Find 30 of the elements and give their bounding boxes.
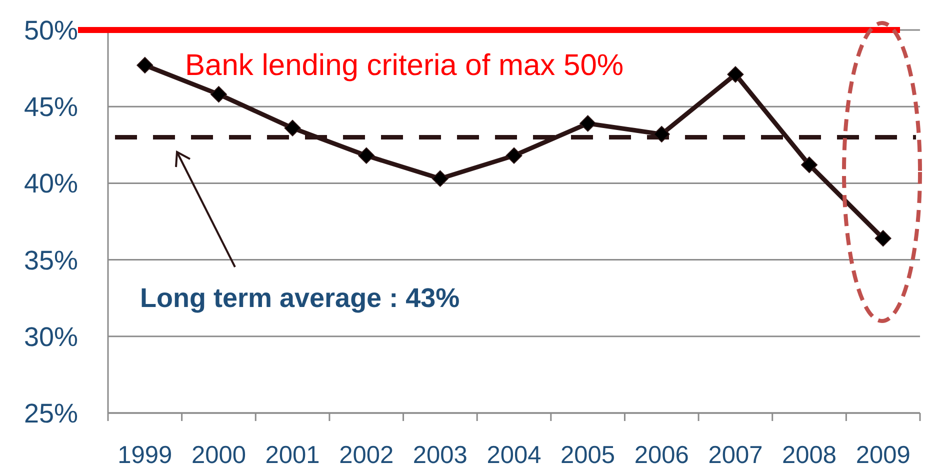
x-tick-label: 2001 <box>265 442 320 469</box>
point <box>358 147 375 164</box>
y-tick-label: 30% <box>24 322 78 352</box>
point <box>432 170 448 187</box>
x-tick-label: 2008 <box>782 442 837 469</box>
y-tick-label: 50% <box>24 15 78 46</box>
point <box>727 66 744 83</box>
y-tick-label: 35% <box>24 245 78 276</box>
x-tick-label: 2002 <box>339 442 394 469</box>
x-tick-label: 2000 <box>191 442 246 469</box>
x-tick-label: 2006 <box>634 442 689 469</box>
point <box>874 230 892 247</box>
x-tick-label: 2003 <box>412 442 468 469</box>
y-tick-label: 40% <box>24 168 78 199</box>
y-tick-label: 25% <box>24 398 78 428</box>
point <box>136 57 154 74</box>
y-tick-label: 45% <box>24 92 78 122</box>
point <box>506 147 522 164</box>
x-tick-label: 2009 <box>856 442 910 469</box>
point <box>210 86 227 103</box>
point <box>801 156 818 174</box>
x-tick-label: 2007 <box>708 442 763 469</box>
ref-line-label: Bank lending criteria of max 50% <box>185 49 624 82</box>
annotation: Long term average : 43% <box>140 283 460 313</box>
x-tick-label: 2004 <box>486 442 542 469</box>
x-tick-label: 2005 <box>560 442 616 469</box>
x-tick-label: 1999 <box>118 442 172 469</box>
point <box>284 120 301 136</box>
point <box>580 115 596 132</box>
point <box>653 126 670 142</box>
